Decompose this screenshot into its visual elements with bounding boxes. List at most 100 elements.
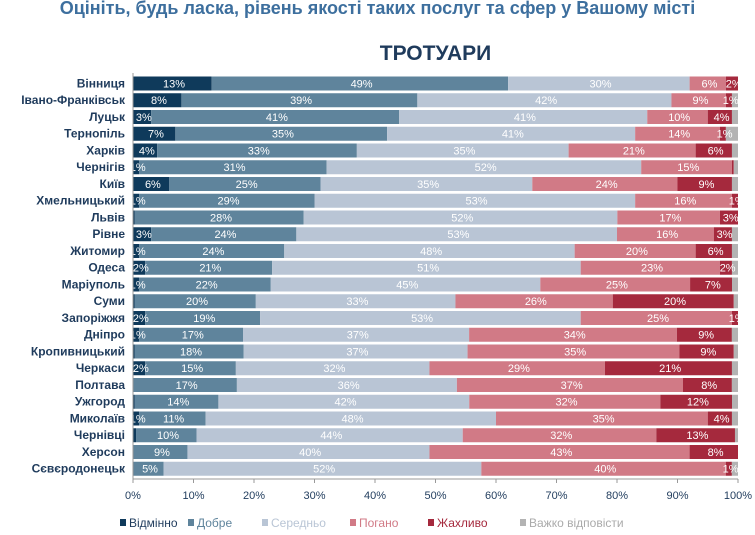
data-label: 25% — [606, 279, 628, 291]
bar-segment — [320, 177, 533, 191]
bar-segment — [303, 210, 618, 225]
category-label: Дніпро — [84, 328, 125, 342]
bar-segment — [196, 428, 463, 443]
data-label: 41% — [266, 112, 288, 124]
legend-label: Жахливо — [437, 516, 488, 530]
bar-segment — [133, 160, 140, 175]
data-label: 4% — [139, 145, 155, 157]
category-label: Черкаси — [76, 361, 125, 375]
category-label: Ужгород — [75, 395, 125, 409]
data-label: 48% — [342, 413, 364, 425]
bar-segment — [676, 327, 732, 342]
data-label: 40% — [299, 447, 321, 459]
data-label: 2% — [133, 363, 149, 375]
bar-segment — [139, 327, 243, 342]
bar-segment — [133, 461, 164, 476]
bar-segment — [133, 378, 237, 392]
bar-segment — [314, 193, 636, 208]
bar-segment — [713, 227, 732, 242]
category-label: Чернівці — [74, 428, 125, 442]
tick-label: 90% — [666, 490, 688, 502]
bar-segment — [469, 327, 677, 342]
bar-segment — [145, 311, 261, 325]
tick-label: 100% — [724, 490, 752, 502]
bar-segment — [133, 126, 176, 141]
data-label: 3% — [717, 229, 733, 241]
bar-segment — [635, 193, 732, 208]
data-label: 53% — [466, 196, 488, 208]
bar-segment — [417, 93, 672, 108]
data-label: 20% — [626, 246, 648, 258]
data-label: 35% — [417, 179, 439, 191]
bar-segment — [133, 260, 146, 275]
data-label: 14% — [167, 397, 189, 409]
bar-segment — [429, 445, 690, 459]
bar-segment — [243, 327, 470, 342]
data-label: 9% — [700, 346, 716, 358]
legend-label: Відмінно — [129, 516, 178, 530]
legend-swatch — [350, 519, 356, 526]
tick-label: 0% — [125, 490, 141, 502]
tick-label: 20% — [243, 490, 265, 502]
bar-segment — [574, 244, 696, 258]
data-label: 1% — [729, 196, 745, 208]
bar-segment — [462, 428, 657, 443]
bar-segment — [617, 227, 714, 242]
bar-segment — [139, 160, 327, 175]
data-label: 25% — [236, 179, 258, 191]
bar-segment — [134, 394, 219, 409]
bar-segment — [139, 244, 285, 258]
data-label: 1% — [130, 279, 146, 291]
bar-segment — [145, 361, 236, 376]
data-label: 1% — [130, 196, 146, 208]
data-label: 41% — [514, 112, 536, 124]
data-label: 10% — [668, 112, 690, 124]
bar-segment — [284, 244, 575, 258]
bar-segment — [236, 378, 457, 392]
data-label: 53% — [411, 313, 433, 325]
data-label: 23% — [641, 263, 663, 275]
bar-segment — [387, 126, 636, 141]
data-label: 24% — [202, 246, 224, 258]
data-label: 2% — [726, 78, 742, 90]
data-label: 6% — [708, 145, 724, 157]
legend-swatch — [428, 519, 434, 526]
category-label: Запоріжжя — [62, 311, 125, 325]
bar-segment — [732, 394, 738, 409]
bar-segment — [641, 160, 732, 175]
bar-segment — [467, 344, 680, 359]
data-label: 41% — [502, 129, 524, 141]
data-label: 7% — [705, 279, 721, 291]
data-label: 40% — [594, 464, 616, 476]
tick-label: 50% — [424, 490, 446, 502]
bar-segment — [707, 411, 732, 426]
data-label: 37% — [347, 330, 369, 342]
tick-label: 10% — [182, 490, 204, 502]
data-label: 35% — [453, 145, 475, 157]
bar-segment — [677, 177, 732, 191]
bar-segment — [532, 177, 678, 191]
bar-segment — [255, 294, 456, 309]
bar-segment — [508, 76, 690, 91]
category-label: Суми — [94, 294, 125, 308]
data-label: 1% — [130, 246, 146, 258]
bar-segment — [133, 445, 188, 459]
bar-segment — [731, 411, 738, 426]
data-label: 9% — [698, 330, 714, 342]
bar-segment — [133, 193, 140, 208]
data-label: 52% — [313, 464, 335, 476]
data-label: 37% — [346, 346, 368, 358]
bar-segment — [133, 294, 135, 309]
data-label: 25% — [647, 313, 669, 325]
data-label: 21% — [659, 363, 681, 375]
bar-segment — [496, 411, 708, 426]
bar-segment — [617, 210, 720, 225]
data-label: 7% — [148, 129, 164, 141]
data-label: 11% — [163, 413, 184, 425]
category-label: Полтава — [75, 378, 125, 392]
data-label: 15% — [181, 363, 203, 375]
bar-segment — [163, 461, 482, 476]
data-label: 8% — [151, 95, 167, 107]
data-label: 35% — [564, 346, 586, 358]
bar-segment — [731, 227, 738, 242]
